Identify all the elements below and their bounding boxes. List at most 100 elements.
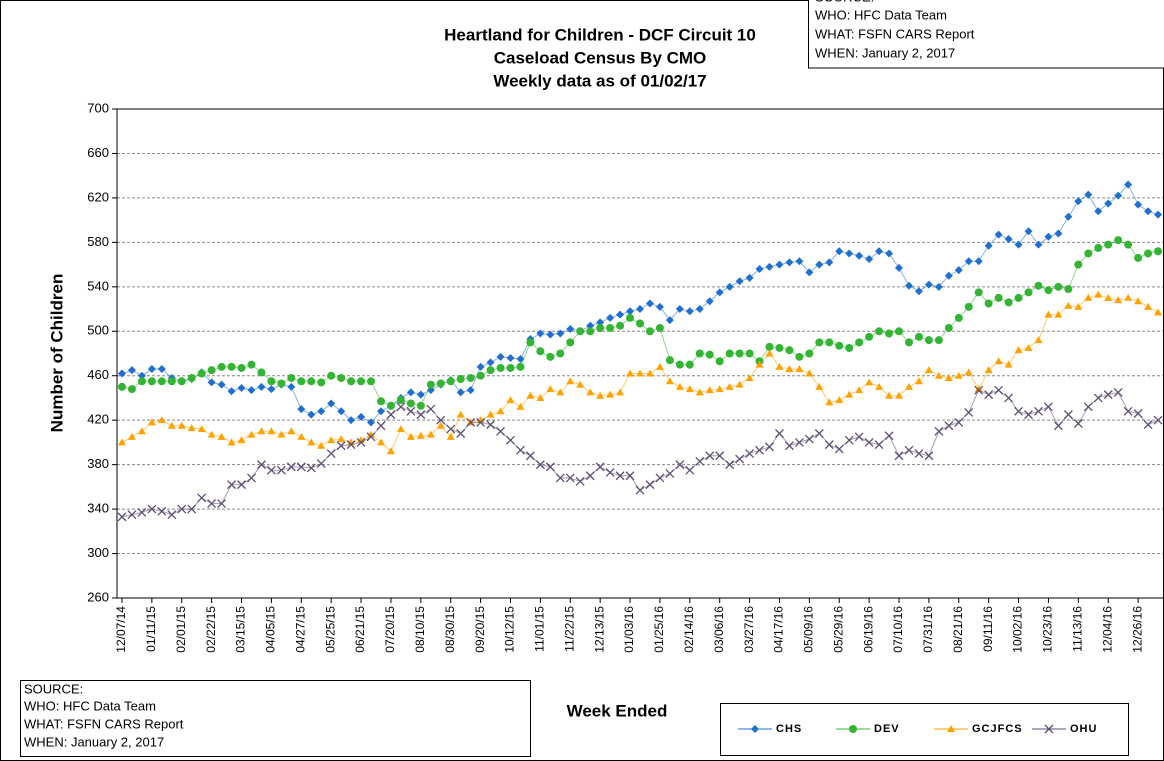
chart-title: Weekly data as of 01/02/17: [493, 71, 706, 90]
data-point: [715, 357, 724, 366]
data-point: [974, 257, 983, 266]
data-point: [496, 352, 505, 361]
data-point: [655, 473, 665, 483]
legend-marker: [1044, 724, 1054, 734]
data-point: [805, 369, 814, 377]
data-point: [954, 313, 963, 322]
data-point: [307, 410, 316, 419]
data-point: [456, 388, 465, 397]
data-point: [267, 377, 276, 386]
data-point: [555, 473, 565, 483]
data-point: [835, 341, 844, 350]
data-point: [636, 305, 644, 314]
x-tick-label: 12/13/15: [592, 606, 606, 653]
data-point: [675, 382, 684, 390]
data-point: [406, 399, 415, 408]
data-point: [924, 280, 933, 289]
data-point: [855, 386, 864, 394]
data-point: [875, 327, 884, 336]
data-point: [655, 302, 664, 311]
data-point: [426, 380, 435, 389]
data-point: [1043, 402, 1053, 412]
data-point: [257, 427, 266, 435]
data-point: [775, 362, 784, 370]
data-point: [625, 471, 635, 481]
data-point: [884, 431, 894, 441]
data-point: [496, 426, 505, 436]
data-point: [715, 451, 725, 461]
chart-title: Heartland for Children - DCF Circuit 10: [444, 25, 756, 44]
data-point: [157, 365, 166, 374]
data-point: [655, 323, 664, 332]
data-point: [546, 330, 555, 339]
legend-marker: [947, 725, 955, 732]
data-point: [386, 447, 395, 455]
data-point: [486, 420, 496, 430]
data-point: [835, 247, 844, 256]
x-tick-label: 04/17/16: [772, 606, 786, 653]
data-point: [1144, 207, 1153, 216]
x-tick-label: 03/15/15: [234, 606, 248, 653]
data-point: [1124, 240, 1133, 249]
data-point: [994, 357, 1003, 365]
x-tick-label: 08/21/16: [951, 606, 965, 653]
legend-marker: [751, 725, 759, 733]
data-point: [197, 369, 206, 378]
data-point: [476, 417, 486, 427]
source-text: WHAT: FSFN CARS Report: [24, 716, 184, 731]
data-point: [386, 410, 396, 420]
data-point: [1124, 180, 1133, 189]
data-point: [984, 390, 994, 400]
data-point: [605, 467, 615, 477]
data-point: [1024, 343, 1033, 351]
data-point: [515, 445, 525, 455]
data-point: [526, 338, 535, 347]
data-point: [556, 349, 565, 358]
data-point: [755, 360, 764, 368]
data-point: [705, 386, 714, 394]
data-point: [476, 416, 485, 424]
data-point: [675, 360, 684, 369]
data-point: [247, 430, 256, 438]
data-point: [396, 425, 405, 433]
data-point: [197, 493, 207, 503]
x-tick-label: 06/21/15: [353, 606, 367, 653]
data-point: [147, 504, 157, 514]
data-point: [636, 369, 644, 377]
data-point: [137, 507, 147, 517]
data-point: [1053, 421, 1063, 431]
data-point: [994, 385, 1004, 395]
data-point: [556, 329, 565, 338]
data-point: [276, 465, 286, 475]
data-point: [1044, 232, 1053, 241]
data-point: [1054, 282, 1063, 291]
data-point: [984, 241, 993, 250]
data-point: [357, 412, 366, 421]
data-point: [566, 325, 575, 334]
data-point: [735, 349, 744, 358]
data-point: [735, 454, 745, 464]
data-point: [964, 407, 974, 417]
data-point: [815, 260, 824, 269]
data-point: [367, 377, 376, 386]
data-point: [576, 327, 585, 336]
data-point: [287, 427, 296, 435]
data-point: [416, 401, 425, 410]
data-point: [207, 499, 217, 508]
data-point: [496, 407, 505, 415]
data-point: [147, 377, 156, 386]
data-point: [904, 445, 914, 455]
x-tick-label: 02/01/15: [174, 606, 188, 653]
data-point: [247, 473, 256, 483]
data-point: [804, 434, 814, 444]
legend-label: DEV: [874, 723, 900, 735]
data-point: [217, 380, 226, 389]
data-point: [885, 249, 894, 258]
data-point: [157, 506, 167, 516]
data-point: [1004, 360, 1013, 368]
data-point: [715, 385, 724, 393]
data-point: [855, 251, 864, 260]
data-point: [347, 377, 356, 386]
data-point: [725, 382, 734, 390]
data-point: [1154, 210, 1163, 219]
